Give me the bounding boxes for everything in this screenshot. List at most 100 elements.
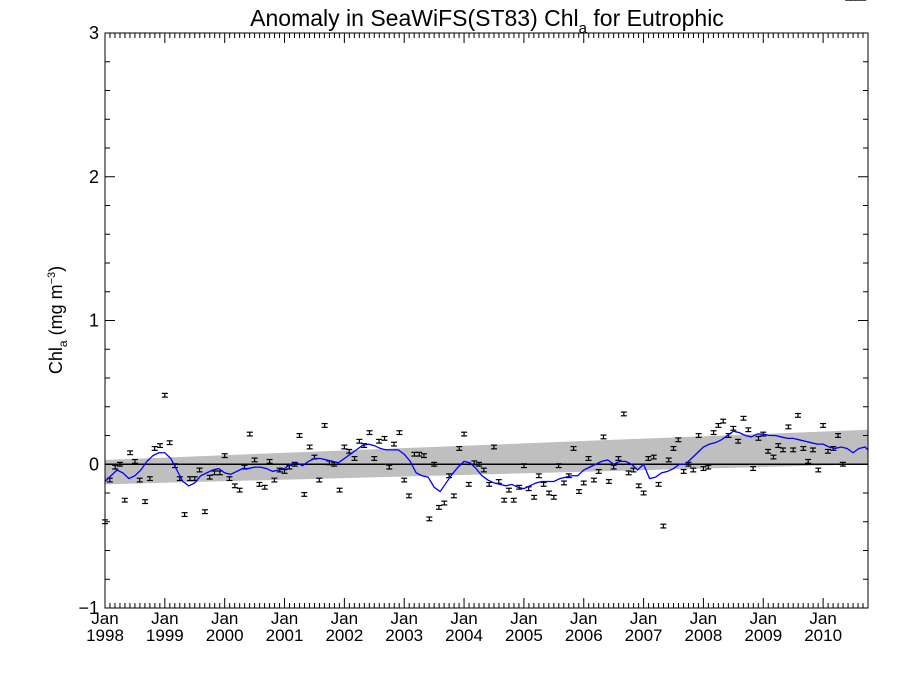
trend-band xyxy=(105,429,868,485)
data-point xyxy=(505,487,512,493)
data-point xyxy=(435,504,442,510)
x-tick-label-year: 2007 xyxy=(625,626,663,645)
data-point xyxy=(820,422,827,428)
data-point xyxy=(794,412,801,418)
data-point xyxy=(510,497,517,503)
data-point xyxy=(575,489,582,495)
data-point xyxy=(341,444,348,450)
data-point xyxy=(406,493,413,499)
data-point xyxy=(166,440,173,446)
data-point xyxy=(336,487,343,493)
data-point xyxy=(476,461,483,467)
data-point xyxy=(700,466,707,472)
data-point xyxy=(535,473,542,479)
x-tick-label-year: 2009 xyxy=(744,626,782,645)
data-point xyxy=(426,516,433,522)
x-tick-label-month: Jan xyxy=(211,609,238,628)
data-point xyxy=(301,491,308,497)
data-point xyxy=(161,392,168,398)
smooth-line-layer xyxy=(104,430,869,493)
data-point xyxy=(585,456,592,461)
data-point xyxy=(710,430,717,436)
data-point xyxy=(501,497,508,503)
data-point xyxy=(824,448,831,454)
x-tick-label-year: 2002 xyxy=(325,626,363,645)
data-point xyxy=(770,454,777,460)
x-tick-label-month: Jan xyxy=(510,609,537,628)
data-point xyxy=(765,448,772,454)
x-tick-label-month: Jan xyxy=(331,609,358,628)
data-point xyxy=(136,477,143,483)
data-point xyxy=(745,427,752,433)
data-point xyxy=(112,464,119,470)
data-point xyxy=(416,451,423,457)
data-point xyxy=(420,453,427,459)
data-point xyxy=(550,494,557,500)
data-point xyxy=(246,431,253,437)
x-tick-label-year: 2008 xyxy=(685,626,723,645)
data-point xyxy=(266,458,273,464)
data-point xyxy=(620,411,627,417)
data-point xyxy=(381,435,388,441)
data-point xyxy=(486,481,493,487)
data-point xyxy=(800,445,807,451)
x-tick-label-month: Jan xyxy=(151,609,178,628)
data-point xyxy=(740,415,747,421)
x-tick-label-year: 2000 xyxy=(206,626,244,645)
data-point xyxy=(157,443,164,449)
x-tick-label-year: 1998 xyxy=(86,626,124,645)
data-point xyxy=(780,447,787,453)
x-tick-label-year: 2005 xyxy=(505,626,543,645)
data-point xyxy=(520,463,527,469)
data-point xyxy=(431,461,438,467)
data-point xyxy=(376,438,383,444)
data-point xyxy=(660,523,667,529)
y-tick-label: −1 xyxy=(78,598,99,618)
data-point xyxy=(401,477,408,483)
data-point xyxy=(750,466,757,472)
data-point xyxy=(321,422,328,428)
x-tick-label-year: 2010 xyxy=(804,626,842,645)
chart-title: Anomaly in SeaWiFS(ST83) Chla for Eutrop… xyxy=(250,5,724,37)
x-tick-label-year: 1999 xyxy=(146,626,184,645)
data-point xyxy=(645,456,652,461)
data-point xyxy=(546,490,553,496)
data-point xyxy=(610,464,617,470)
data-point xyxy=(805,458,812,464)
data-point xyxy=(615,456,622,461)
data-point xyxy=(146,476,153,482)
x-tick-label-year: 2004 xyxy=(445,626,483,645)
data-point xyxy=(839,461,846,467)
axis-ticks xyxy=(104,32,869,609)
data-point xyxy=(251,457,258,463)
data-point xyxy=(391,441,398,447)
x-tick-label-month: Jan xyxy=(91,609,118,628)
y-axis-label: Chla (mg m−3) xyxy=(46,266,70,374)
trend-band-layer xyxy=(105,429,868,485)
data-point xyxy=(835,433,842,438)
plot-frame xyxy=(104,32,869,609)
data-point xyxy=(655,481,662,487)
data-point xyxy=(695,433,702,438)
data-point xyxy=(386,464,393,470)
y-tick-labels: −1 0 1 2 3 xyxy=(78,23,99,618)
data-point xyxy=(665,457,672,463)
x-tick-labels: Jan1998Jan1999Jan2000Jan2001Jan2002Jan20… xyxy=(86,609,842,645)
data-point xyxy=(465,481,472,487)
x-tick-label-month: Jan xyxy=(750,609,777,628)
data-point xyxy=(121,497,128,503)
data-point xyxy=(690,467,697,473)
data-point xyxy=(461,431,468,437)
data-point xyxy=(356,438,363,444)
x-tick-label-month: Jan xyxy=(271,609,298,628)
data-point xyxy=(201,509,208,515)
data-point xyxy=(815,467,822,473)
data-point xyxy=(715,422,722,428)
data-point xyxy=(555,463,562,469)
data-point xyxy=(196,467,203,473)
data-point xyxy=(306,444,313,450)
data-point xyxy=(456,445,463,451)
x-tick-label-month: Jan xyxy=(570,609,597,628)
x-tick-label-year: 2001 xyxy=(266,626,304,645)
